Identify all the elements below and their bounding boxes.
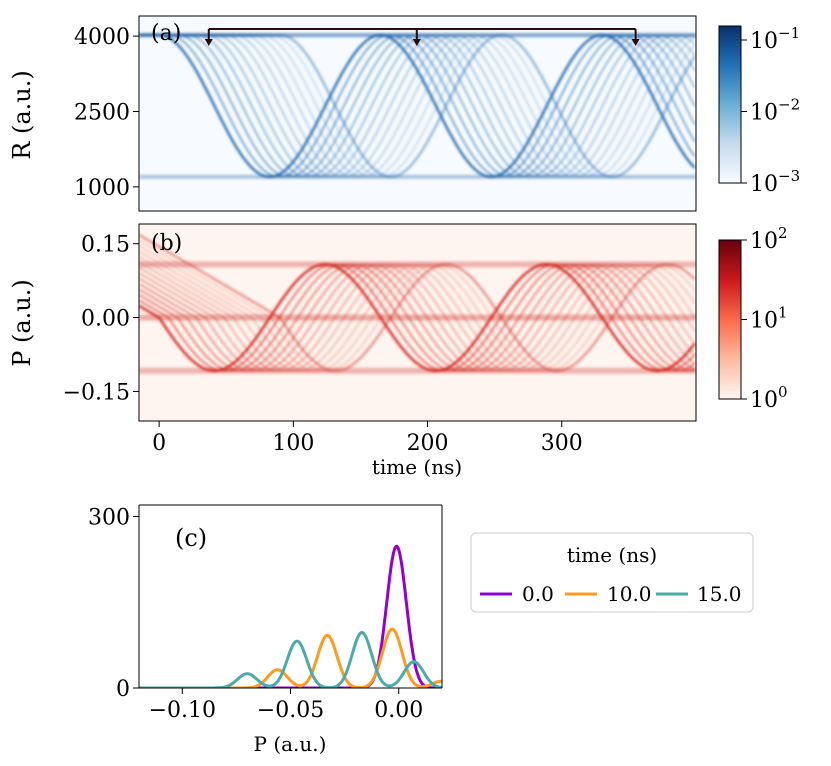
panel-c: 0 300 −0.10 −0.05 0.00 (c) P (a.u.) time (n… — [88, 504, 754, 756]
panel-b: 0.15 0.00 −0.15 0 100 200 300 (b) P (a.u.) ti… — [8, 223, 788, 479]
colorbar-b-tick-label-2: 100 — [750, 383, 788, 413]
panel-a-arrows — [204, 28, 640, 46]
legend-title: time (ns) — [567, 543, 657, 567]
panel-c-x-tick-label-0: −0.10 — [149, 698, 216, 723]
panel-a: 1000 2500 4000 (a) R (a.u.) 10−1 10−2 10−3 — [8, 15, 800, 212]
panel-b-background — [139, 224, 696, 421]
panel-c-series-1 — [139, 627, 442, 688]
panel-a-y-tick-label-1: 2500 — [74, 100, 130, 125]
legend-label-0: 0.0 — [522, 582, 554, 606]
legend-entry-2: 15.0 — [656, 582, 742, 606]
panel-a-y-ticks: 1000 2500 4000 — [74, 25, 139, 201]
colorbar-a — [718, 25, 742, 184]
panel-b-y-tick-label-1: 0.00 — [81, 307, 130, 332]
panel-c-background — [139, 505, 442, 688]
panel-b-x-tick-label-0: 0 — [152, 431, 166, 456]
panel-a-y-tick-label-0: 1000 — [74, 176, 130, 201]
panel-b-x-ticks: 0 100 200 300 — [152, 421, 583, 456]
colorbar-b-tick-label-0: 102 — [750, 224, 788, 254]
panel-a-track-1 — [139, 34, 696, 178]
panel-b-y-ticks: 0.15 0.00 −0.15 — [63, 233, 139, 405]
panel-a-label: (a) — [151, 21, 181, 46]
panel-c-series-2 — [139, 631, 442, 688]
panel-b-track-13 — [139, 233, 696, 373]
panel-b-band-2 — [139, 367, 696, 374]
legend-label-1: 10.0 — [607, 582, 652, 606]
panel-c-y-tick-label-1: 300 — [88, 505, 130, 530]
panel-c-y-ticks: 0 300 — [88, 505, 139, 702]
colorbar-b-tick-label-1: 101 — [750, 304, 788, 334]
panel-a-heatmap — [139, 33, 696, 179]
panel-b-x-tick-label-3: 300 — [541, 431, 583, 456]
panel-b-band-0 — [139, 261, 696, 268]
panel-b-heatmap — [139, 233, 696, 374]
panel-a-ylabel: R (a.u.) — [8, 70, 36, 159]
colorbar-a-tick-label-0: 10−1 — [750, 24, 800, 54]
panel-b-x-tick-label-1: 100 — [272, 431, 314, 456]
panel-c-lines — [139, 544, 442, 688]
panel-a-band-1 — [139, 174, 696, 179]
panel-a-arrow-head-1 — [412, 39, 421, 46]
panel-c-y-tick-label-0: 0 — [116, 677, 130, 702]
colorbar-a-tick-label-1: 10−2 — [750, 96, 800, 126]
panel-c-x-tick-label-2: 0.00 — [374, 698, 423, 723]
panel-b-y-tick-label-0: 0.15 — [81, 233, 130, 258]
panel-c-series-0 — [139, 544, 442, 688]
panel-b-frame — [138, 223, 697, 422]
panel-b-ylabel: P (a.u.) — [8, 279, 36, 367]
legend-entry-0: 0.0 — [480, 582, 554, 606]
legend-box — [470, 532, 754, 613]
panel-a-arrow-head-0 — [204, 39, 213, 46]
panel-a-y-tick-label-2: 4000 — [74, 25, 130, 50]
legend-label-2: 15.0 — [697, 582, 742, 606]
panel-b-y-tick-label-2: −0.15 — [63, 380, 130, 405]
panel-c-label: (c) — [175, 524, 207, 552]
legend-entry-1: 10.0 — [565, 582, 652, 606]
panel-a-arrow-head-2 — [631, 39, 640, 46]
panel-c-x-ticks: −0.10 −0.05 0.00 — [149, 688, 423, 723]
colorbar-b-ticks: 102 101 100 — [741, 224, 788, 413]
panel-a-frame — [138, 15, 697, 212]
panel-c-x-tick-label-1: −0.05 — [257, 698, 324, 723]
colorbar-a-ticks: 10−1 10−2 10−3 — [741, 24, 800, 197]
panel-b-band-1 — [139, 314, 696, 321]
colorbar-b — [718, 239, 742, 400]
panel-b-xlabel: time (ns) — [372, 455, 462, 479]
panel-b-x-tick-label-2: 200 — [407, 431, 449, 456]
colorbar-a-tick-label-2: 10−3 — [750, 167, 800, 197]
legend: time (ns) 0.0 10.0 15.0 — [470, 532, 754, 613]
panel-c-xlabel: P (a.u.) — [254, 732, 327, 756]
panel-b-label: (b) — [151, 231, 182, 256]
